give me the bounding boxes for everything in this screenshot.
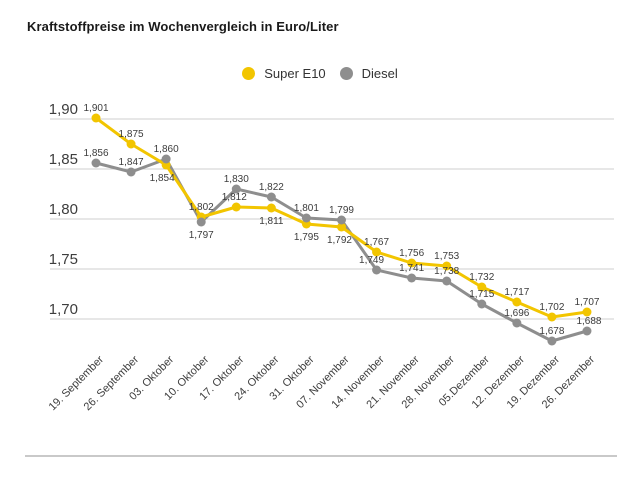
data-point-label-super-e10: 1,756 bbox=[399, 248, 424, 259]
data-point-label-super-e10: 1,875 bbox=[119, 129, 144, 140]
data-point-label-diesel: 1,860 bbox=[154, 144, 179, 155]
data-point-label-super-e10: 1,702 bbox=[539, 302, 564, 313]
data-point-label-super-e10: 1,717 bbox=[504, 287, 529, 298]
data-point-super-e10 bbox=[91, 113, 101, 123]
data-point-diesel bbox=[547, 336, 557, 346]
data-point-label-super-e10: 1,901 bbox=[83, 103, 108, 114]
data-point-label-super-e10: 1,795 bbox=[294, 232, 319, 243]
data-point-label-super-e10: 1,802 bbox=[189, 202, 214, 213]
data-point-label-super-e10: 1,792 bbox=[327, 235, 352, 246]
data-point-diesel bbox=[161, 154, 171, 164]
y-tick-label: 1,90 bbox=[49, 101, 78, 118]
data-point-label-diesel: 1,715 bbox=[469, 289, 494, 300]
data-point-label-super-e10: 1,753 bbox=[434, 251, 459, 262]
data-point-super-e10 bbox=[442, 261, 452, 271]
legend-label-diesel: Diesel bbox=[361, 66, 398, 81]
data-point-label-diesel: 1,688 bbox=[576, 316, 601, 327]
data-point-super-e10 bbox=[266, 203, 276, 213]
y-tick-label: 1,75 bbox=[49, 251, 78, 268]
data-point-diesel bbox=[91, 158, 101, 168]
data-point-diesel bbox=[196, 217, 206, 227]
super-e10-swatch-icon bbox=[242, 67, 256, 80]
data-point-super-e10 bbox=[231, 202, 241, 212]
legend-label-super-e10: Super E10 bbox=[264, 66, 326, 81]
data-point-label-diesel: 1,801 bbox=[294, 203, 319, 214]
data-point-diesel bbox=[266, 192, 276, 202]
data-point-super-e10 bbox=[126, 139, 136, 149]
data-point-super-e10 bbox=[336, 222, 346, 232]
data-point-diesel bbox=[301, 213, 311, 223]
data-point-label-super-e10: 1,707 bbox=[574, 297, 599, 308]
data-point-label-diesel: 1,738 bbox=[434, 266, 459, 277]
data-point-label-diesel: 1,830 bbox=[224, 174, 249, 185]
data-point-label-diesel: 1,797 bbox=[189, 230, 214, 241]
y-tick-label: 1,70 bbox=[49, 301, 78, 318]
data-point-label-diesel: 1,856 bbox=[83, 148, 108, 159]
bottom-divider bbox=[25, 455, 617, 457]
data-point-super-e10 bbox=[512, 297, 522, 307]
data-point-label-diesel: 1,678 bbox=[539, 326, 564, 337]
data-point-label-diesel: 1,799 bbox=[329, 205, 354, 216]
data-point-diesel bbox=[442, 276, 452, 286]
y-tick-label: 1,85 bbox=[49, 151, 78, 168]
data-point-super-e10 bbox=[407, 258, 417, 268]
data-point-label-super-e10: 1,732 bbox=[469, 272, 494, 283]
data-point-super-e10 bbox=[547, 312, 557, 322]
data-point-diesel bbox=[407, 273, 417, 283]
chart-title: Kraftstoffpreise im Wochenvergleich in E… bbox=[27, 19, 339, 34]
data-point-diesel bbox=[231, 184, 241, 194]
diesel-swatch-icon bbox=[339, 67, 353, 80]
chart-legend: Super E10 Diesel bbox=[0, 66, 640, 81]
data-point-label-super-e10: 1,811 bbox=[259, 216, 284, 227]
data-point-super-e10 bbox=[372, 247, 382, 257]
data-point-diesel bbox=[477, 299, 487, 309]
data-point-label-diesel: 1,749 bbox=[359, 255, 384, 266]
data-point-label-super-e10: 1,767 bbox=[364, 237, 389, 248]
data-point-label-diesel: 1,822 bbox=[259, 182, 284, 193]
data-point-label-super-e10: 1,812 bbox=[222, 192, 247, 203]
data-point-label-diesel: 1,696 bbox=[504, 308, 529, 319]
data-point-diesel bbox=[372, 265, 382, 275]
data-point-label-super-e10: 1,854 bbox=[150, 173, 175, 184]
legend-item-diesel: Diesel bbox=[339, 66, 398, 81]
data-point-diesel bbox=[582, 326, 592, 336]
data-point-diesel bbox=[126, 167, 136, 177]
y-tick-label: 1,80 bbox=[49, 201, 78, 218]
data-point-super-e10 bbox=[582, 307, 592, 317]
data-point-label-diesel: 1,847 bbox=[119, 157, 144, 168]
legend-item-super-e10: Super E10 bbox=[242, 66, 326, 81]
data-point-super-e10 bbox=[477, 282, 487, 292]
data-point-label-diesel: 1,741 bbox=[399, 263, 424, 274]
data-point-diesel bbox=[336, 215, 346, 225]
data-point-diesel bbox=[512, 318, 522, 328]
